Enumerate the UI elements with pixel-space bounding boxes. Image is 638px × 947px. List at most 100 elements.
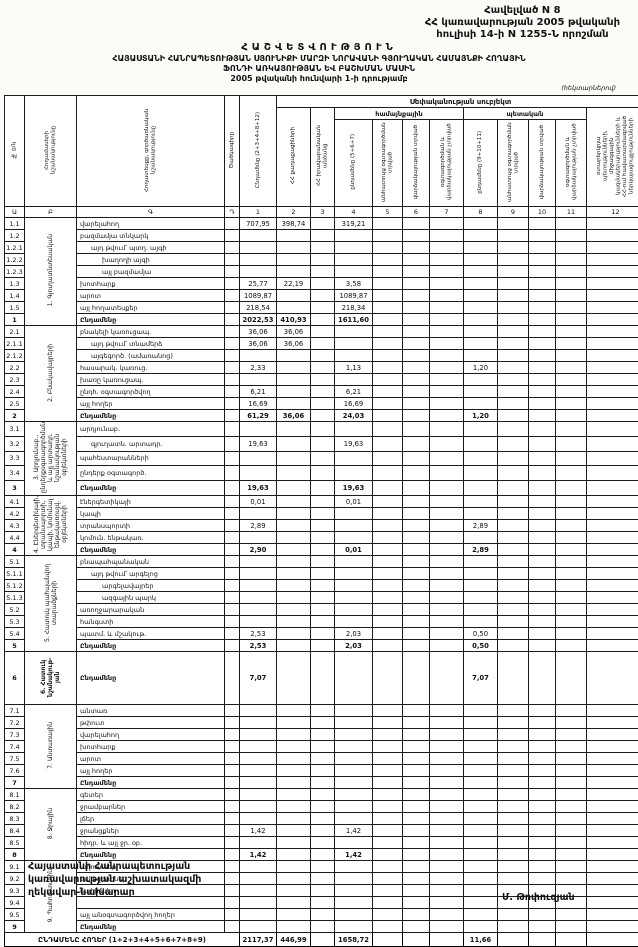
cell-value <box>464 302 498 314</box>
cell-value <box>403 604 430 616</box>
cell-value <box>335 242 373 254</box>
cell-value <box>587 652 638 705</box>
cell-value <box>335 765 373 777</box>
cell-value <box>587 422 638 437</box>
row-label: առողջարարական <box>77 604 225 616</box>
cell-value <box>587 741 638 753</box>
header-state-leased: վարձակալության տրված <box>529 120 556 207</box>
row-code <box>225 314 240 326</box>
cell-value <box>335 568 373 580</box>
cell-value <box>529 765 556 777</box>
cell-value <box>311 652 335 705</box>
cell-value <box>373 544 403 556</box>
cell-value <box>556 717 587 729</box>
cell-value <box>373 451 403 466</box>
cell-value <box>335 520 373 532</box>
cell-value <box>529 302 556 314</box>
header-total-1: Ընդամենը (2+3+4+8+12) <box>240 96 277 207</box>
cell-value <box>556 266 587 278</box>
cell-value <box>311 326 335 338</box>
cell-value <box>277 813 311 825</box>
cell-value: 16,69 <box>240 398 277 410</box>
row-number: 5.4 <box>5 628 25 640</box>
row-number: 9.2 <box>5 873 25 885</box>
cell-value: 2,03 <box>335 628 373 640</box>
cell-value: 2,03 <box>335 640 373 652</box>
column-letter: 5 <box>373 207 403 218</box>
row-code <box>225 242 240 254</box>
row-number: 3.1 <box>5 422 25 437</box>
row-number: 7.5 <box>5 753 25 765</box>
column-letter: 1 <box>240 207 277 218</box>
row-number: 8.4 <box>5 825 25 837</box>
cell-value <box>240 230 277 242</box>
cell-value <box>464 717 498 729</box>
row-number: 3 <box>5 481 25 496</box>
cell-value: 36,06 <box>277 410 311 422</box>
cell-value: 6,21 <box>335 386 373 398</box>
cell-value: 16,69 <box>335 398 373 410</box>
row-label: ջրամբարներ <box>77 801 225 813</box>
row-code <box>225 753 240 765</box>
cell-value <box>587 849 638 861</box>
cell-value <box>240 753 277 765</box>
cell-value <box>464 230 498 242</box>
row-number: 1.5 <box>5 302 25 314</box>
cell-value <box>464 290 498 302</box>
row-number: 8.1 <box>5 789 25 801</box>
cell-value <box>277 508 311 520</box>
cell-value <box>335 885 373 897</box>
cell-value <box>498 338 529 350</box>
cell-value <box>277 837 311 849</box>
header-citizens: ՀՀ քաղաքացիների <box>277 108 311 207</box>
cell-value <box>403 242 430 254</box>
cell-value <box>498 302 529 314</box>
cell-value <box>403 729 430 741</box>
cell-value: 2,89 <box>240 520 277 532</box>
cell-value <box>403 873 430 885</box>
cell-value <box>498 556 529 568</box>
cell-value <box>335 921 373 933</box>
cell-value <box>498 242 529 254</box>
cell-value <box>277 230 311 242</box>
row-label: լճեր <box>77 813 225 825</box>
cell-value <box>373 789 403 801</box>
cell-value <box>464 451 498 466</box>
cell-value <box>556 592 587 604</box>
cell-value <box>529 873 556 885</box>
report-subtitle-fund: ՖՈՆԴԻ ԱՌԿԱՅՈՒԹՅԱՆ ԵՎ ԲԱՇԽՄԱՆ ՄԱՍԻՆ <box>0 64 638 74</box>
cell-value <box>529 825 556 837</box>
group-label: 1. Գյուղատնտեսական <box>25 218 77 326</box>
cell-value <box>529 568 556 580</box>
row-code <box>225 266 240 278</box>
row-code <box>225 592 240 604</box>
cell-value <box>498 741 529 753</box>
cell-value <box>464 374 498 386</box>
column-letter: 7 <box>430 207 464 218</box>
cell-value <box>464 741 498 753</box>
cell-value <box>373 436 403 451</box>
cell-value <box>529 532 556 544</box>
cell-value <box>498 230 529 242</box>
cell-value <box>311 386 335 398</box>
row-label: արգելավայրեր <box>77 580 225 592</box>
cell-value <box>373 921 403 933</box>
cell-value <box>587 640 638 652</box>
row-code <box>225 741 240 753</box>
cell-value <box>335 254 373 266</box>
cell-value <box>498 652 529 705</box>
cell-value <box>498 705 529 717</box>
row-label: Ընդամենը <box>77 652 225 705</box>
cell-value <box>464 398 498 410</box>
cell-value <box>587 837 638 849</box>
column-letter: 4 <box>335 207 373 218</box>
row-number: 5 <box>5 640 25 652</box>
row-number: 1.3 <box>5 278 25 290</box>
cell-value <box>403 398 430 410</box>
cell-value <box>498 314 529 326</box>
